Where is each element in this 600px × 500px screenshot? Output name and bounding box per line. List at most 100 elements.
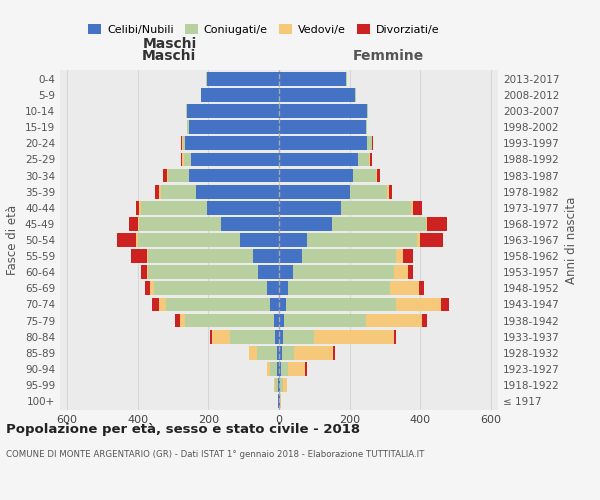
Legend: Celibi/Nubili, Coniugati/e, Vedovi/e, Divorziati/e: Celibi/Nubili, Coniugati/e, Vedovi/e, Di… bbox=[84, 20, 443, 39]
Bar bbox=[390, 282, 419, 295]
Bar bbox=[376, 168, 377, 182]
Bar bbox=[196, 185, 279, 198]
Text: Maschi: Maschi bbox=[142, 48, 196, 62]
Bar bbox=[422, 314, 427, 328]
Bar bbox=[332, 217, 425, 230]
Bar bbox=[159, 298, 166, 312]
Bar bbox=[141, 201, 206, 214]
Bar bbox=[279, 282, 288, 295]
Bar bbox=[248, 346, 257, 360]
Bar bbox=[288, 362, 305, 376]
Bar bbox=[284, 314, 365, 328]
Bar bbox=[274, 378, 275, 392]
Bar bbox=[279, 104, 367, 118]
Bar bbox=[270, 362, 277, 376]
Bar bbox=[425, 217, 427, 230]
Bar bbox=[358, 152, 369, 166]
Bar bbox=[148, 250, 253, 263]
Y-axis label: Fasce di età: Fasce di età bbox=[7, 205, 19, 275]
Bar bbox=[212, 330, 230, 344]
Bar bbox=[367, 104, 368, 118]
Bar bbox=[138, 233, 240, 247]
Bar bbox=[206, 201, 279, 214]
Bar bbox=[365, 314, 422, 328]
Bar bbox=[145, 282, 150, 295]
Text: Maschi: Maschi bbox=[142, 38, 197, 52]
Bar bbox=[221, 217, 279, 230]
Bar bbox=[389, 185, 392, 198]
Bar bbox=[189, 168, 279, 182]
Bar bbox=[187, 104, 279, 118]
Bar bbox=[314, 330, 394, 344]
Text: COMUNE DI MONTE ARGENTARIO (GR) - Dati ISTAT 1° gennaio 2018 - Elaborazione TUTT: COMUNE DI MONTE ARGENTARIO (GR) - Dati I… bbox=[6, 450, 424, 459]
Bar bbox=[187, 120, 189, 134]
Bar bbox=[258, 266, 279, 279]
Bar bbox=[146, 250, 148, 263]
Bar bbox=[355, 88, 356, 102]
Bar bbox=[278, 394, 279, 408]
Bar bbox=[180, 314, 185, 328]
Bar bbox=[279, 88, 355, 102]
Bar bbox=[395, 250, 403, 263]
Bar bbox=[278, 378, 279, 392]
Bar bbox=[181, 152, 182, 166]
Bar bbox=[154, 282, 266, 295]
Bar bbox=[279, 120, 365, 134]
Bar bbox=[185, 314, 274, 328]
Bar bbox=[279, 168, 353, 182]
Bar bbox=[181, 136, 182, 150]
Bar bbox=[275, 378, 278, 392]
Bar bbox=[281, 362, 288, 376]
Bar bbox=[253, 250, 279, 263]
Bar bbox=[427, 217, 447, 230]
Bar bbox=[286, 298, 395, 312]
Bar bbox=[182, 136, 185, 150]
Bar bbox=[419, 282, 424, 295]
Bar bbox=[116, 233, 136, 247]
Bar bbox=[279, 330, 283, 344]
Bar bbox=[279, 72, 346, 86]
Bar bbox=[305, 362, 307, 376]
Bar bbox=[191, 152, 279, 166]
Bar bbox=[442, 298, 449, 312]
Bar bbox=[279, 298, 286, 312]
Bar bbox=[370, 152, 371, 166]
Bar bbox=[279, 314, 284, 328]
Bar bbox=[279, 217, 332, 230]
Bar bbox=[394, 266, 408, 279]
Bar bbox=[155, 185, 159, 198]
Bar bbox=[277, 346, 279, 360]
Bar bbox=[148, 266, 258, 279]
Text: Femmine: Femmine bbox=[353, 48, 424, 62]
Bar bbox=[367, 136, 371, 150]
Bar bbox=[279, 378, 280, 392]
Bar bbox=[277, 362, 279, 376]
Bar bbox=[279, 201, 341, 214]
Bar bbox=[159, 185, 161, 198]
Bar bbox=[369, 152, 370, 166]
Bar bbox=[168, 168, 189, 182]
Bar bbox=[161, 185, 196, 198]
Bar bbox=[184, 152, 191, 166]
Bar bbox=[279, 362, 281, 376]
Bar bbox=[268, 362, 270, 376]
Bar bbox=[371, 136, 372, 150]
Bar bbox=[307, 233, 417, 247]
Bar bbox=[395, 298, 442, 312]
Bar bbox=[387, 185, 389, 198]
Bar bbox=[279, 346, 282, 360]
Bar bbox=[230, 330, 275, 344]
Bar bbox=[420, 233, 443, 247]
Bar bbox=[279, 250, 302, 263]
Bar bbox=[266, 282, 279, 295]
Bar bbox=[138, 217, 139, 230]
Text: Popolazione per età, sesso e stato civile - 2018: Popolazione per età, sesso e stato civil… bbox=[6, 422, 360, 436]
Bar bbox=[279, 185, 350, 198]
Bar bbox=[283, 330, 314, 344]
Bar bbox=[270, 298, 279, 312]
Bar bbox=[333, 346, 335, 360]
Bar bbox=[288, 282, 390, 295]
Bar bbox=[353, 168, 376, 182]
Bar bbox=[293, 266, 394, 279]
Bar bbox=[408, 266, 413, 279]
